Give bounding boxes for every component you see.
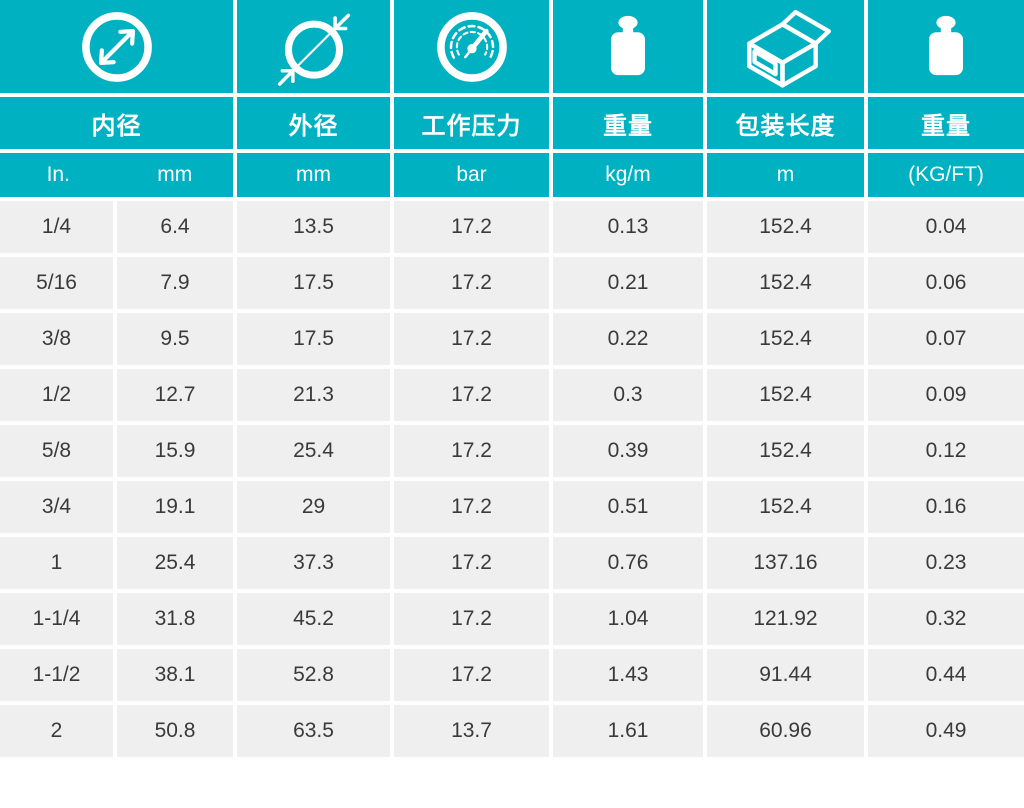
table-cell: 21.3 xyxy=(237,369,390,421)
table-cell: 17.2 xyxy=(394,425,549,477)
table-cell: 2 xyxy=(0,705,113,757)
table-cell: 3/8 xyxy=(0,313,113,365)
table-cell: 5/8 xyxy=(0,425,113,477)
table-cell: 52.8 xyxy=(237,649,390,701)
table-cell: 0.32 xyxy=(868,593,1024,645)
table-cell: 0.49 xyxy=(868,705,1024,757)
table-cell: 137.16 xyxy=(707,537,864,589)
table-cell: 17.2 xyxy=(394,201,549,253)
table-cell: 13.5 xyxy=(237,201,390,253)
table-cell: 0.76 xyxy=(553,537,703,589)
table-cell: 1-1/2 xyxy=(0,649,113,701)
table-cell: 0.22 xyxy=(553,313,703,365)
table-cell: 12.7 xyxy=(117,369,233,421)
package-box-icon xyxy=(746,9,831,88)
table-cell: 17.2 xyxy=(394,649,549,701)
table-cell: 152.4 xyxy=(707,369,864,421)
table-cell: 152.4 xyxy=(707,313,864,365)
table-cell: 0.06 xyxy=(868,257,1024,309)
table-cell: 3/4 xyxy=(0,481,113,533)
table-cell: 17.2 xyxy=(394,537,549,589)
header-label-outer-diameter: 外径 xyxy=(237,97,390,149)
table-cell: 121.92 xyxy=(707,593,864,645)
header-icon-outer-diameter xyxy=(237,0,390,93)
table-cell: 0.21 xyxy=(553,257,703,309)
table-cell: 17.5 xyxy=(237,257,390,309)
table-cell: 152.4 xyxy=(707,481,864,533)
table-cell: 63.5 xyxy=(237,705,390,757)
header-label-weight-metric: 重量 xyxy=(553,97,703,149)
table-cell: 1.43 xyxy=(553,649,703,701)
table-cell: 0.16 xyxy=(868,481,1024,533)
weight-icon xyxy=(610,15,646,75)
header-label-inner-diameter: 内径 xyxy=(0,97,233,149)
table-cell: 0.07 xyxy=(868,313,1024,365)
table-cell: 50.8 xyxy=(117,705,233,757)
table-cell: 152.4 xyxy=(707,201,864,253)
table-cell: 29 xyxy=(237,481,390,533)
inner-diameter-icon xyxy=(81,11,152,82)
table-cell: 6.4 xyxy=(117,201,233,253)
table-cell: 1/4 xyxy=(0,201,113,253)
header-unit-inner-diameter: In. mm xyxy=(0,153,233,197)
table-cell: 7.9 xyxy=(117,257,233,309)
table-cell: 0.51 xyxy=(553,481,703,533)
table-cell: 91.44 xyxy=(707,649,864,701)
table-cell: 17.2 xyxy=(394,369,549,421)
table-cell: 17.2 xyxy=(394,313,549,365)
weight-icon xyxy=(928,15,964,75)
table-cell: 37.3 xyxy=(237,537,390,589)
header-label-package-length: 包装长度 xyxy=(707,97,864,149)
table-cell: 0.12 xyxy=(868,425,1024,477)
header-unit-weight-imperial: (KG/FT) xyxy=(868,153,1024,197)
header-unit-weight-metric: kg/m xyxy=(553,153,703,197)
table-cell: 1-1/4 xyxy=(0,593,113,645)
header-icon-weight-imperial xyxy=(868,0,1024,93)
header-unit-package-length: m xyxy=(707,153,864,197)
header-label-working-pressure: 工作压力 xyxy=(394,97,549,149)
unit-mm: mm xyxy=(157,163,193,186)
table-cell: 25.4 xyxy=(117,537,233,589)
header-unit-outer-diameter: mm xyxy=(237,153,390,197)
header-unit-working-pressure: bar xyxy=(394,153,549,197)
table-cell: 1.04 xyxy=(553,593,703,645)
table-cell: 5/16 xyxy=(0,257,113,309)
table-cell: 0.04 xyxy=(868,201,1024,253)
table-cell: 17.2 xyxy=(394,481,549,533)
table-cell: 0.13 xyxy=(553,201,703,253)
header-label-weight-imperial: 重量 xyxy=(868,97,1024,149)
table-cell: 17.2 xyxy=(394,257,549,309)
table-cell: 0.44 xyxy=(868,649,1024,701)
header-icon-inner-diameter xyxy=(0,0,233,93)
table-cell: 0.39 xyxy=(553,425,703,477)
table-cell: 1/2 xyxy=(0,369,113,421)
table-cell: 9.5 xyxy=(117,313,233,365)
table-cell: 31.8 xyxy=(117,593,233,645)
spec-table: 内径 外径 工作压力 重量 包装长度 重量 In. mm mm bar kg/m… xyxy=(0,0,1024,757)
pressure-gauge-icon xyxy=(436,11,507,82)
table-cell: 17.2 xyxy=(394,593,549,645)
table-cell: 13.7 xyxy=(394,705,549,757)
table-cell: 25.4 xyxy=(237,425,390,477)
table-cell: 17.5 xyxy=(237,313,390,365)
table-cell: 15.9 xyxy=(117,425,233,477)
table-cell: 19.1 xyxy=(117,481,233,533)
outer-diameter-icon xyxy=(277,13,350,86)
table-cell: 152.4 xyxy=(707,425,864,477)
table-cell: 0.23 xyxy=(868,537,1024,589)
header-icon-package-length xyxy=(707,0,864,93)
header-icon-weight-metric xyxy=(553,0,703,93)
unit-inches: In. xyxy=(46,163,70,186)
header-icon-working-pressure xyxy=(394,0,549,93)
table-cell: 45.2 xyxy=(237,593,390,645)
table-cell: 1 xyxy=(0,537,113,589)
table-cell: 152.4 xyxy=(707,257,864,309)
table-cell: 0.3 xyxy=(553,369,703,421)
table-cell: 60.96 xyxy=(707,705,864,757)
table-cell: 0.09 xyxy=(868,369,1024,421)
table-cell: 38.1 xyxy=(117,649,233,701)
table-cell: 1.61 xyxy=(553,705,703,757)
